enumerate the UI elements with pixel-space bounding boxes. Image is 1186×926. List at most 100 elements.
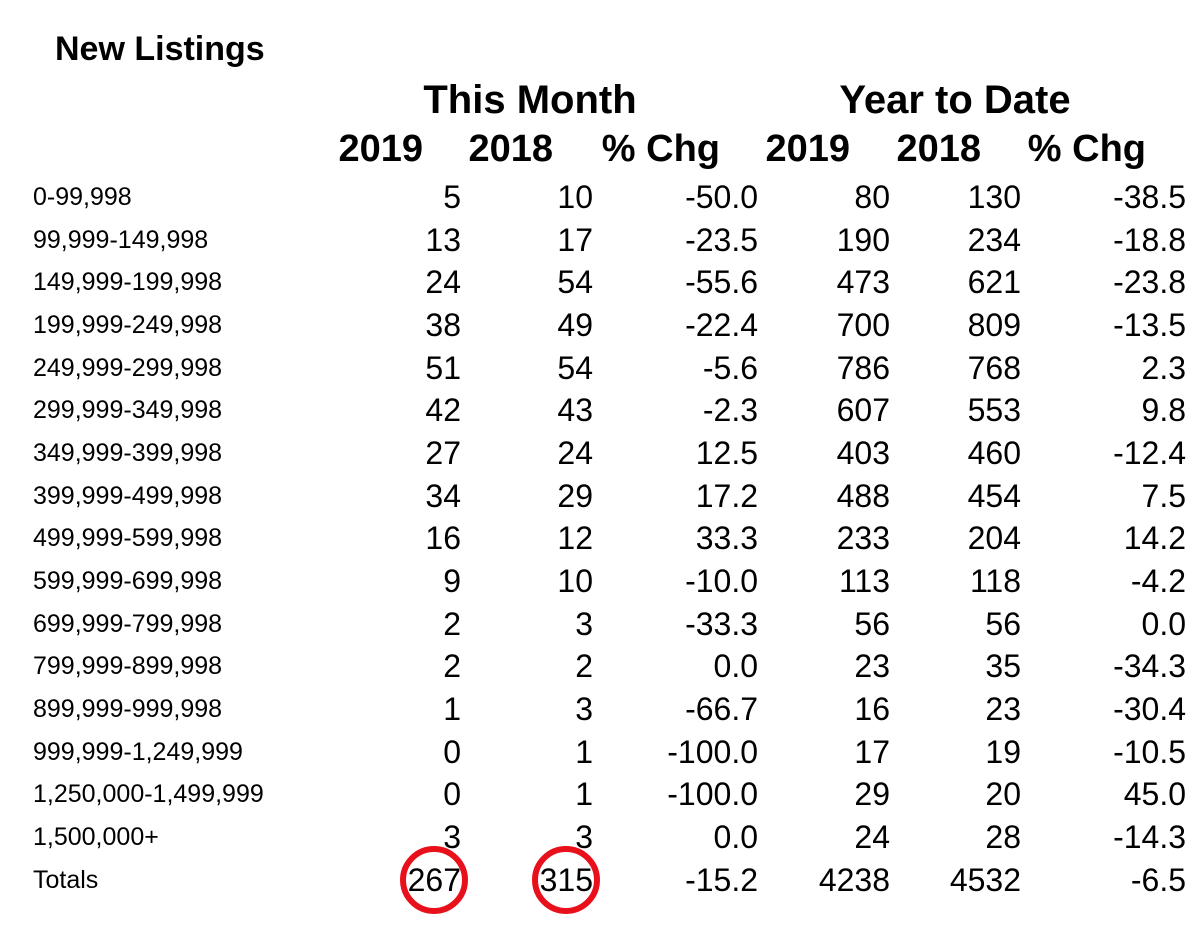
table-row: 0-99,998 5 10 -50.0 80 130 -38.5 — [0, 176, 1186, 219]
cell-month-pct: 0.0 — [713, 648, 758, 685]
cell-ytd-2019: 17 — [854, 733, 890, 770]
cell-ytd-2018: 204 — [967, 520, 1021, 557]
col-header-month-2018: 2018 — [468, 128, 553, 170]
cell-month-2018: 315 — [461, 846, 601, 915]
table-row: 699,999-799,998 2 3 -33.3 56 56 0.0 — [0, 603, 1186, 646]
row-label: 699,999-799,998 — [33, 609, 223, 638]
cell-month-pct: 12.5 — [695, 434, 758, 471]
cell-month-2018: 10 — [557, 178, 593, 215]
cell-month-2019: 267 — [363, 846, 469, 915]
cell-month-2019: 38 — [425, 306, 461, 343]
cell-ytd-2019: 4238 — [818, 861, 890, 898]
cell-month-2019: 13 — [425, 221, 461, 258]
cell-month-2019: 34 — [425, 477, 461, 514]
cell-ytd-2019: 473 — [836, 264, 890, 301]
row-label: 149,999-199,998 — [33, 268, 223, 297]
cell-ytd-pct: 7.5 — [1141, 477, 1186, 514]
cell-ytd-pct: -13.5 — [1113, 306, 1186, 343]
page-title: New Listings — [55, 30, 265, 68]
totals-row: Totals 267 315 -15.2 4238 4532 -6.5 — [0, 846, 1186, 915]
row-label: 299,999-349,998 — [33, 396, 223, 425]
listings-table: 0-99,998 5 10 -50.0 80 130 -38.5 99,999-149,998… — [0, 176, 1186, 915]
cell-ytd-pct: -12.4 — [1113, 434, 1186, 471]
cell-month-2019: 0 — [443, 776, 461, 813]
col-header-ytd-2019: 2019 — [765, 128, 850, 170]
cell-ytd-2019: 23 — [854, 648, 890, 685]
cell-ytd-pct: 14.2 — [1123, 520, 1186, 557]
cell-ytd-2019: 29 — [854, 776, 890, 813]
cell-ytd-2019: 190 — [836, 221, 890, 258]
cell-ytd-2019: 16 — [854, 691, 890, 728]
cell-ytd-pct: 0.0 — [1141, 605, 1186, 642]
table-row: 349,999-399,998 27 24 12.5 403 460 -12.4 — [0, 432, 1186, 475]
cell-ytd-2018: 130 — [967, 178, 1021, 215]
cell-month-2019: 2 — [443, 648, 461, 685]
year-to-date-heading: Year to Date — [839, 78, 1071, 122]
highlight-circle-icon — [400, 846, 469, 915]
cell-month-2018: 17 — [557, 221, 593, 258]
cell-month-2018: 29 — [557, 477, 593, 514]
row-label: 999,999-1,249,999 — [33, 737, 243, 766]
cell-ytd-2019: 607 — [836, 392, 890, 429]
cell-ytd-2018: 768 — [967, 349, 1021, 386]
cell-ytd-pct: -18.8 — [1113, 221, 1186, 258]
row-label: 0-99,998 — [33, 182, 132, 211]
cell-ytd-2019: 403 — [836, 434, 890, 471]
row-label: 1,500,000+ — [33, 823, 159, 852]
cell-month-2018: 3 — [575, 691, 593, 728]
cell-month-pct: -2.3 — [702, 392, 758, 429]
table-row: 199,999-249,998 38 49 -22.4 700 809 -13.5 — [0, 304, 1186, 347]
cell-ytd-pct: -34.3 — [1113, 648, 1186, 685]
cell-ytd-2018: 809 — [967, 306, 1021, 343]
cell-month-2018: 2 — [575, 648, 593, 685]
cell-month-2019: 27 — [425, 434, 461, 471]
cell-month-pct: -33.3 — [685, 605, 758, 642]
table-row: 249,999-299,998 51 54 -5.6 786 768 2.3 — [0, 347, 1186, 390]
cell-month-2018: 10 — [557, 563, 593, 600]
cell-ytd-2018: 460 — [967, 434, 1021, 471]
cell-month-2018: 12 — [557, 520, 593, 557]
cell-month-pct: -22.4 — [685, 306, 758, 343]
cell-month-pct: -100.0 — [667, 776, 758, 813]
table-row: 599,999-699,998 9 10 -10.0 113 118 -4.2 — [0, 560, 1186, 603]
cell-month-2018: 43 — [557, 392, 593, 429]
row-label: 599,999-699,998 — [33, 567, 223, 596]
cell-month-pct: 0.0 — [713, 819, 758, 856]
row-label: 399,999-499,998 — [33, 481, 223, 510]
cell-month-pct: -66.7 — [685, 691, 758, 728]
cell-month-pct: -5.6 — [702, 349, 758, 386]
table-row: 399,999-499,998 34 29 17.2 488 454 7.5 — [0, 475, 1186, 518]
row-label: 1,250,000-1,499,999 — [33, 780, 264, 809]
cell-ytd-2019: 80 — [854, 178, 890, 215]
row-label: 249,999-299,998 — [33, 353, 223, 382]
cell-month-2019: 9 — [443, 563, 461, 600]
cell-ytd-pct: -6.5 — [1130, 861, 1186, 898]
cell-ytd-pct: 9.8 — [1141, 392, 1186, 429]
cell-ytd-2018: 4532 — [949, 861, 1021, 898]
cell-month-2019: 5 — [443, 178, 461, 215]
table-row: 1,250,000-1,499,999 0 1 -100.0 29 20 45.0 — [0, 774, 1186, 817]
cell-ytd-2019: 56 — [854, 605, 890, 642]
cell-month-pct: -10.0 — [685, 563, 758, 600]
cell-month-2018: 54 — [557, 264, 593, 301]
cell-ytd-2019: 24 — [854, 819, 890, 856]
row-label: 499,999-599,998 — [33, 524, 223, 553]
cell-month-2019: 51 — [425, 349, 461, 386]
cell-month-2018: 3 — [575, 605, 593, 642]
cell-month-2018: 54 — [557, 349, 593, 386]
highlight-circle-icon — [532, 846, 601, 915]
cell-ytd-2018: 234 — [967, 221, 1021, 258]
table-row: 299,999-349,998 42 43 -2.3 607 553 9.8 — [0, 389, 1186, 432]
cell-ytd-pct: -4.2 — [1130, 563, 1186, 600]
cell-month-2019: 3 — [443, 819, 461, 856]
cell-month-2019: 2 — [443, 605, 461, 642]
table-row: 899,999-999,998 1 3 -66.7 16 23 -30.4 — [0, 688, 1186, 731]
table-row: 799,999-899,998 2 2 0.0 23 35 -34.3 — [0, 646, 1186, 689]
row-label: 799,999-899,998 — [33, 652, 223, 681]
cell-month-2018: 1 — [575, 733, 593, 770]
cell-ytd-2018: 454 — [967, 477, 1021, 514]
table-row: 1,500,000+ 3 3 0.0 24 28 -14.3 — [0, 816, 1186, 859]
table-row: 499,999-599,998 16 12 33.3 233 204 14.2 — [0, 518, 1186, 561]
cell-ytd-2018: 20 — [985, 776, 1021, 813]
this-month-heading: This Month — [423, 78, 637, 122]
